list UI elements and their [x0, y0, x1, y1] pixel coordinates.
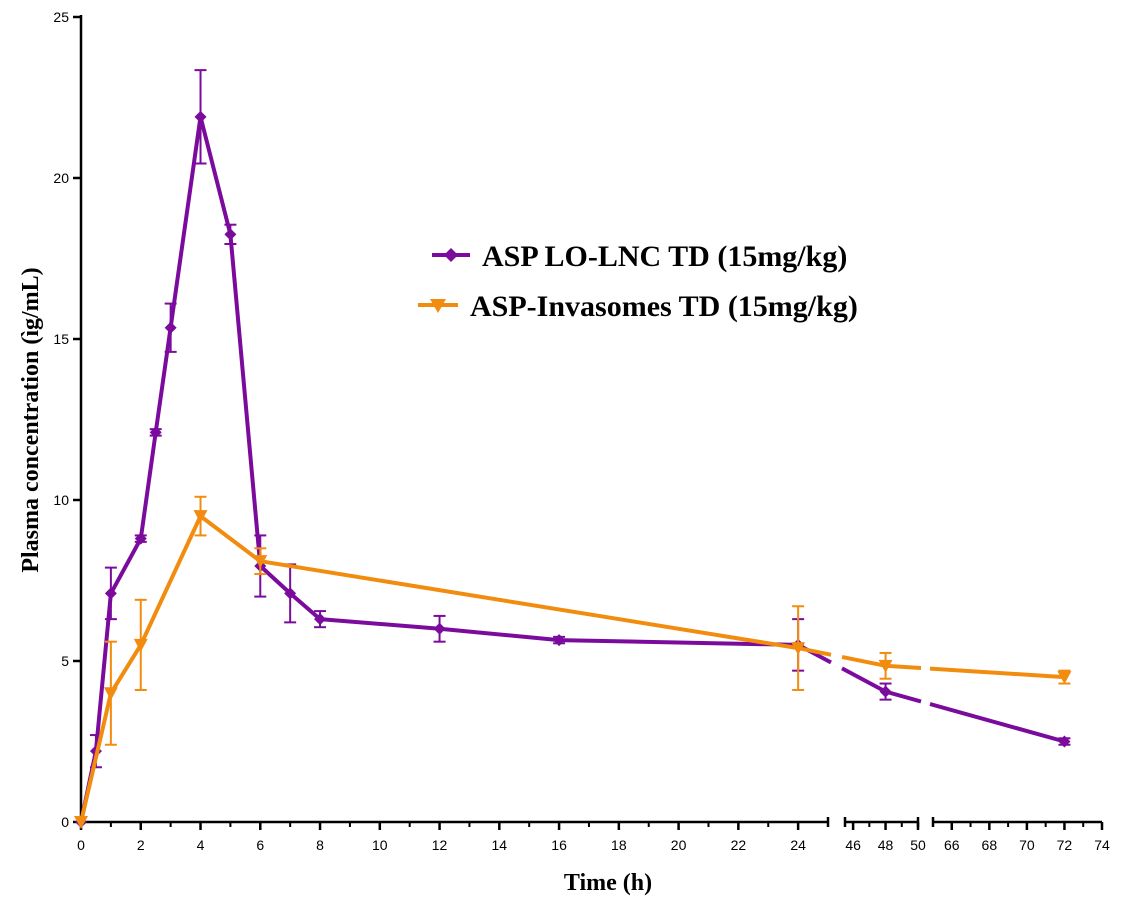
- legend-marker-diamond: [444, 248, 458, 262]
- data-point: [104, 587, 117, 600]
- legend-marker-triangle: [430, 299, 446, 313]
- x-tick-label: 70: [1019, 837, 1035, 853]
- data-point: [878, 659, 893, 673]
- data-point: [74, 816, 88, 829]
- x-tick-label: 22: [731, 837, 747, 853]
- y-axis-title: Plasma concentration (ìg/mL): [18, 267, 44, 572]
- data-point: [553, 634, 566, 647]
- x-tick-label: 10: [372, 837, 388, 853]
- axis-break-gap: [920, 664, 931, 673]
- x-tick-label: 14: [492, 837, 508, 853]
- series-1: [75, 69, 1071, 828]
- data-point: [879, 685, 892, 698]
- y-tick-label: 5: [61, 653, 69, 669]
- series-line: [79, 114, 1065, 823]
- x-tick-label: 68: [982, 837, 998, 853]
- x-tick-label: 50: [910, 837, 926, 853]
- data-point: [164, 321, 177, 334]
- axis-break-gap: [829, 659, 844, 672]
- x-tick-label: 12: [432, 837, 448, 853]
- axis-break-gap: [830, 651, 843, 661]
- x-axis-title: Time (h): [564, 870, 652, 896]
- y-tick-label: 20: [53, 170, 69, 186]
- x-tick-label: 4: [197, 837, 205, 853]
- x-tick-label: 2: [137, 837, 145, 853]
- data-point: [253, 555, 268, 569]
- data-point: [314, 613, 327, 626]
- data-point: [134, 532, 147, 545]
- x-tick-label: 18: [611, 837, 627, 853]
- x-tick-label: 24: [790, 837, 806, 853]
- x-tick-label: 16: [551, 837, 567, 853]
- data-point: [284, 587, 297, 600]
- data-point: [149, 426, 162, 439]
- x-tick-label: 6: [256, 837, 264, 853]
- legend-label-series-1: ASP LO-LNC TD (15mg/kg): [482, 240, 847, 273]
- series-2: [74, 495, 1072, 829]
- data-point: [791, 642, 806, 656]
- data-point: [103, 687, 118, 701]
- series-line: [79, 514, 1065, 823]
- x-tick-label: 72: [1057, 837, 1073, 853]
- axis-break-gap: [920, 698, 931, 708]
- x-tick-label: 66: [944, 837, 960, 853]
- data-point: [224, 228, 237, 241]
- legend-label-series-2: ASP-Invasomes TD (15mg/kg): [470, 290, 858, 323]
- data-point: [194, 110, 207, 123]
- data-point: [1058, 735, 1071, 748]
- legend: ASP LO-LNC TD (15mg/kg) ASP-Invasomes TD…: [418, 240, 858, 323]
- x-tick-label: 48: [878, 837, 894, 853]
- series-layer: [74, 69, 1072, 829]
- y-tick-label: 25: [53, 9, 69, 25]
- y-tick-label: 10: [53, 492, 69, 508]
- y-tick-label: 15: [53, 331, 69, 347]
- data-point: [193, 510, 208, 524]
- x-tick-label: 74: [1094, 837, 1110, 853]
- x-tick-label: 46: [845, 837, 861, 853]
- data-point: [1057, 671, 1072, 685]
- x-tick-label: 0: [77, 837, 85, 853]
- x-tick-label: 8: [316, 837, 324, 853]
- x-tick-label: 20: [671, 837, 687, 853]
- data-point: [133, 638, 148, 652]
- data-point: [433, 622, 446, 635]
- y-tick-label: 0: [61, 814, 69, 830]
